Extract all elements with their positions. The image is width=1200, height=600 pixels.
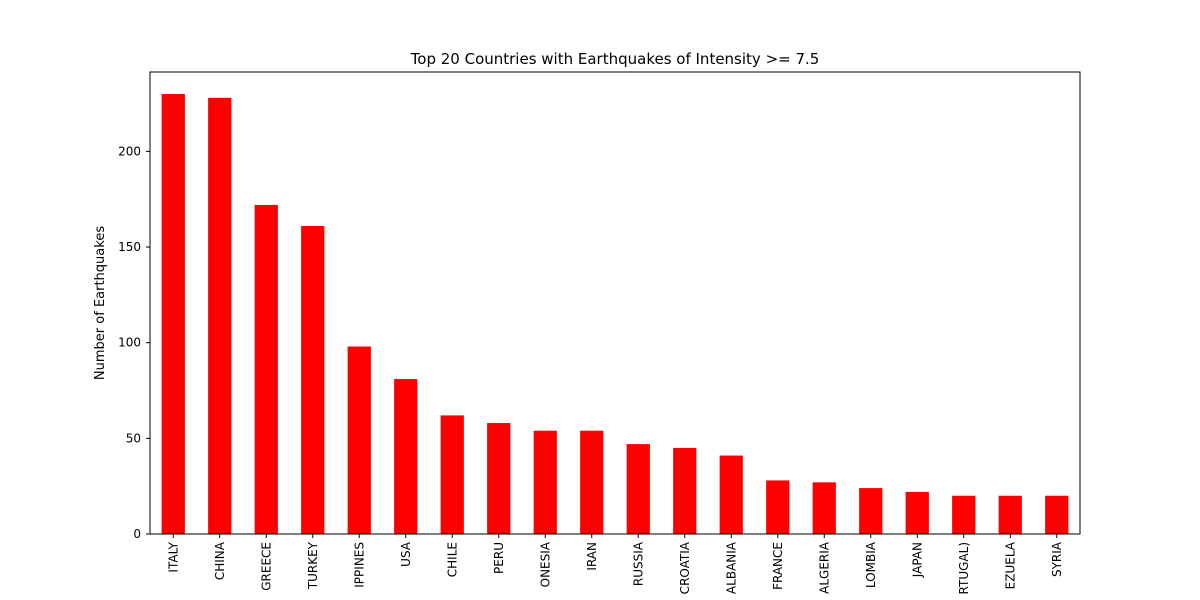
bar-croatia — [673, 447, 697, 534]
y-tick-label: 100 — [118, 336, 141, 350]
bar-ippines — [347, 346, 371, 534]
x-tick-label: USA — [399, 541, 413, 567]
bar-iran — [580, 430, 604, 534]
x-tick-label: CHINA — [213, 541, 227, 580]
x-tick-label: IRAN — [585, 542, 599, 571]
bar-france — [766, 480, 790, 534]
x-tick-label: RUSSIA — [631, 541, 645, 586]
y-tick-label: 150 — [118, 240, 141, 254]
x-tick-label: ONESIA — [538, 541, 552, 587]
x-tick-label: ITALY — [166, 541, 180, 572]
x-tick-label: RTUGAL) — [957, 542, 971, 594]
x-tick-label: ALGERIA — [817, 541, 831, 594]
bars-group — [161, 94, 1069, 535]
bar-turkey — [301, 226, 325, 534]
bar-greece — [254, 204, 278, 534]
bar-italy — [161, 94, 185, 534]
bar-ezuela — [998, 495, 1022, 534]
y-axis-ticks: 0 50 100 150 200 — [118, 144, 150, 541]
bar-japan — [905, 491, 929, 534]
bar-albania — [719, 455, 743, 534]
y-axis-label: Number of Earthquakes — [93, 226, 108, 380]
y-tick-label: 200 — [118, 144, 141, 158]
x-tick-label: GREECE — [259, 542, 273, 591]
x-tick-label: IPPINES — [352, 542, 366, 588]
x-tick-label: LOMBIA — [864, 541, 878, 588]
x-tick-label: CHILE — [445, 542, 459, 577]
chart-title: Top 20 Countries with Earthquakes of Int… — [410, 50, 820, 68]
bar-rtugal- — [952, 495, 976, 534]
x-tick-label: SYRIA — [1050, 541, 1064, 577]
bar-russia — [626, 444, 650, 534]
bar-algeria — [812, 482, 836, 534]
x-tick-label: PERU — [492, 542, 506, 574]
bar-lombia — [859, 488, 883, 534]
x-tick-label: FRANCE — [771, 542, 785, 590]
bar-chile — [440, 415, 464, 534]
bar-peru — [487, 423, 511, 534]
x-tick-label: JAPAN — [910, 542, 924, 578]
x-tick-label: ALBANIA — [724, 541, 738, 594]
bar-usa — [394, 379, 418, 534]
x-tick-label: EZUELA — [1003, 541, 1017, 589]
bar-syria — [1045, 495, 1069, 534]
plot-frame — [149, 71, 1081, 535]
bar-onesia — [533, 430, 557, 534]
bar-china — [208, 97, 232, 535]
y-tick-label: 50 — [126, 431, 141, 445]
y-tick-label: 0 — [133, 527, 141, 541]
x-axis-ticks: ITALY CHINA GREECE TURKEY IPPINES USA CHILE PER… — [166, 534, 1064, 594]
x-tick-label: TURKEY — [306, 541, 320, 590]
x-tick-label: CROATIA — [678, 541, 692, 594]
